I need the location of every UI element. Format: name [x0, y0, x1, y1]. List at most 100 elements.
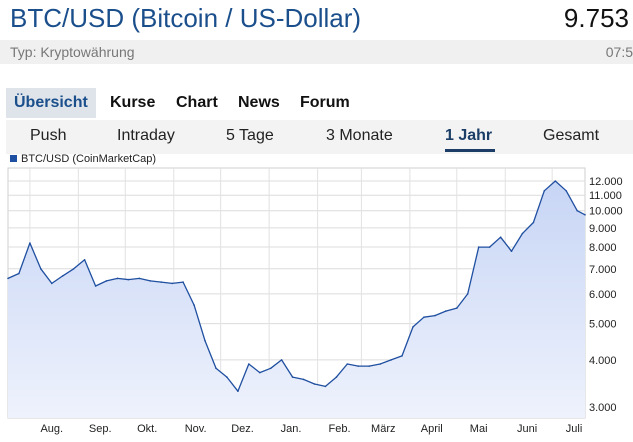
type-row: Typ: Kryptowährung 07:5 [0, 40, 633, 64]
y-tick-label: 9.000 [589, 223, 617, 235]
price-point [226, 376, 228, 378]
price-point [149, 280, 152, 282]
price-point [138, 277, 141, 280]
price-point [171, 282, 173, 285]
price-area [8, 181, 585, 418]
x-tick-label: Sep. [89, 423, 112, 435]
title-row: BTC/USD (Bitcoin / US-Dollar) 9.753 [0, 0, 633, 38]
instrument-title: BTC/USD (Bitcoin / US-Dollar) [10, 3, 362, 33]
x-tick-label: Juni [517, 423, 537, 435]
price-point [521, 232, 524, 235]
price-point [466, 293, 469, 295]
instrument-type: Typ: Kryptowährung [10, 44, 135, 60]
price-point [357, 365, 360, 367]
price-point [488, 246, 491, 248]
legend-label: BTC/USD (CoinMarketCap) [21, 153, 157, 165]
y-tick-label: 6.000 [589, 289, 617, 301]
period-tab-3-monate[interactable]: 3 Monate [326, 127, 393, 144]
price-point [324, 385, 327, 388]
y-tick-label: 10.000 [589, 206, 623, 218]
x-tick-label: März [371, 423, 395, 435]
price-point [51, 282, 53, 285]
quote-time: 07:5 [605, 44, 633, 60]
price-point [237, 390, 239, 393]
x-tick-label: Nov. [185, 423, 207, 435]
price-point [302, 378, 305, 381]
y-tick-label: 8.000 [589, 242, 617, 254]
price-point [313, 383, 316, 385]
period-tab-1-jahr[interactable]: 1 Jahr [445, 127, 493, 144]
price-point [335, 376, 338, 378]
price-point [445, 310, 447, 312]
x-tick-label: Jan. [281, 423, 302, 435]
price-point [434, 314, 436, 317]
x-tick-label: Aug. [40, 423, 63, 435]
period-tab-5-tage[interactable]: 5 Tage [226, 127, 274, 144]
period-tab-intraday[interactable]: Intraday [117, 127, 175, 144]
price-point [160, 281, 162, 283]
y-tick-label: 12.000 [589, 176, 623, 188]
tab-forum[interactable]: Forum [300, 94, 350, 111]
legend-swatch [10, 155, 17, 162]
price-point [248, 363, 250, 365]
active-period-underline [445, 149, 495, 152]
y-tick-label: 7.000 [589, 264, 617, 276]
y-tick-label: 5.000 [589, 319, 617, 331]
chart-legend: BTC/USD (CoinMarketCap) [10, 153, 156, 165]
price-point [29, 242, 31, 244]
price-point [368, 365, 371, 367]
price-line [7, 180, 586, 392]
period-tabs: Push Intraday 5 Tage 3 Monate 1 Jahr Ges… [6, 120, 633, 154]
price-point [280, 359, 283, 361]
price-point [543, 190, 546, 192]
x-tick-label: Juli [566, 423, 583, 435]
x-tick-label: Dez. [231, 423, 254, 435]
price-point [105, 280, 108, 282]
price-point [61, 275, 64, 277]
price-point [379, 363, 382, 365]
price-point [94, 285, 97, 287]
price-point [584, 214, 586, 216]
price-point [83, 259, 86, 261]
price-point [72, 268, 75, 270]
y-tick-label: 4.000 [589, 355, 617, 367]
price-point [204, 339, 206, 342]
price-point [40, 268, 42, 270]
price-point [7, 277, 9, 280]
y-tick-label: 3.000 [589, 402, 617, 414]
price-point [401, 355, 403, 357]
x-tick-label: April [421, 423, 443, 435]
tab-news[interactable]: News [238, 94, 280, 111]
price-point [127, 278, 130, 281]
current-price: 9.753 [563, 3, 629, 33]
price-point [554, 180, 557, 182]
tab-kurse[interactable]: Kurse [110, 94, 156, 111]
price-point [18, 272, 20, 275]
tab-chart[interactable]: Chart [176, 94, 218, 111]
price-point [510, 250, 513, 252]
tab-uebersicht[interactable]: Übersicht [6, 88, 96, 118]
period-tab-gesamt[interactable]: Gesamt [543, 127, 600, 144]
price-point [390, 359, 392, 361]
price-point [116, 277, 119, 280]
price-point [193, 304, 195, 306]
price-point [499, 236, 502, 238]
x-tick-label: Okt. [137, 423, 157, 435]
y-tick-label: 11.000 [589, 190, 622, 202]
price-point [346, 363, 349, 365]
price-point [291, 376, 294, 378]
price-point [565, 190, 567, 192]
x-tick-label: Mai [470, 423, 488, 435]
period-tab-push[interactable]: Push [30, 127, 67, 144]
price-point [477, 246, 480, 248]
price-point [215, 367, 217, 370]
price-point [456, 307, 458, 309]
price-point [423, 316, 425, 319]
price-point [412, 326, 414, 328]
price-point [532, 221, 535, 224]
x-tick-label: Feb. [328, 423, 350, 435]
price-point [182, 281, 184, 283]
price-point [576, 209, 578, 212]
price-point [269, 367, 272, 370]
